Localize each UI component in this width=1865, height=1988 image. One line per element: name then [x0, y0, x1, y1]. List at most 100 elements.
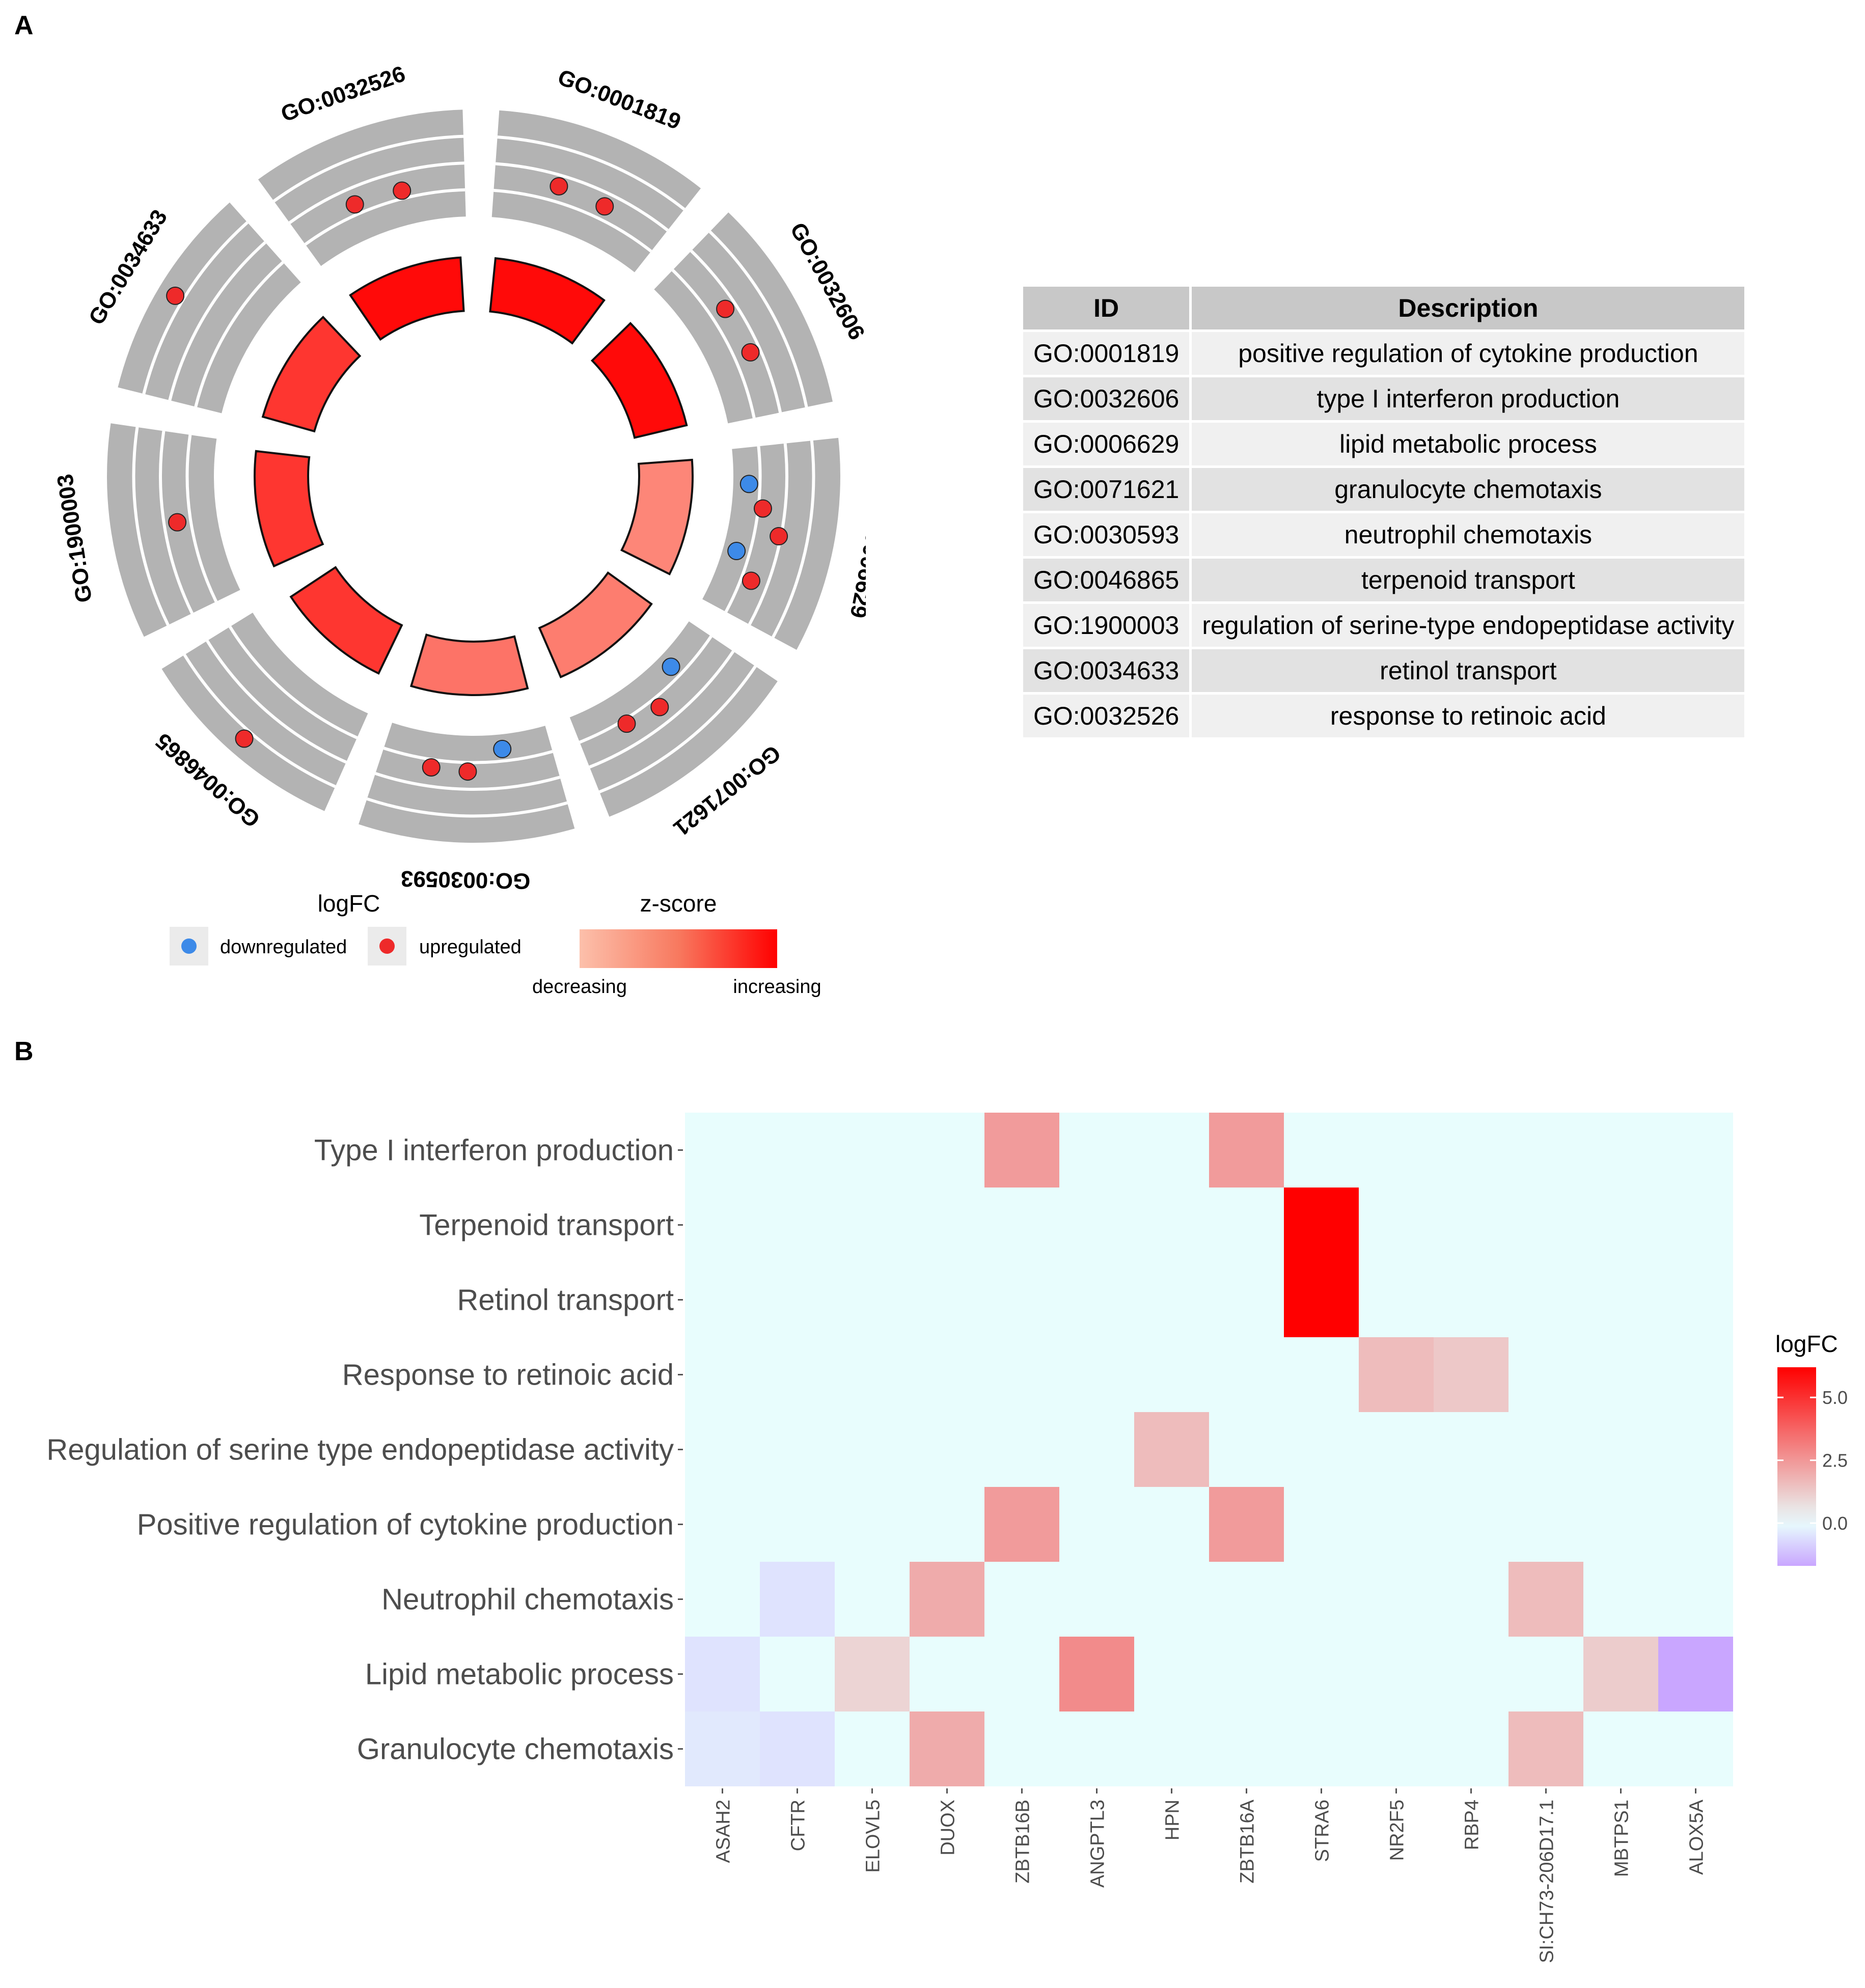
table-row: GO:0006629 lipid metabolic process: [1023, 423, 1745, 465]
x-tick-label: ZBTB16A: [1237, 1799, 1258, 1883]
y-tick-label: Type I interferon production: [314, 1134, 674, 1167]
zscore-bar: [620, 458, 694, 575]
track-gridline: [671, 269, 756, 419]
heatmap-cell: [1284, 1188, 1359, 1262]
x-tick-label: RBP4: [1462, 1800, 1483, 1850]
table-cell-description: lipid metabolic process: [1192, 423, 1745, 465]
table-cell-description: positive regulation of cytokine producti…: [1192, 332, 1745, 375]
heatmap-cell: [1658, 1637, 1733, 1711]
heatmap-cell: [1059, 1637, 1134, 1711]
x-tick-label: CFTR: [788, 1800, 809, 1851]
gene-point-up: [617, 714, 636, 733]
gene-point-up: [393, 181, 412, 200]
x-tick-label: ZBTB16B: [1012, 1800, 1034, 1884]
y-tick-label: Terpenoid transport: [419, 1209, 674, 1242]
zscore-bar: [349, 256, 465, 341]
sector-track: [258, 109, 466, 266]
table-cell-id: GO:0001819: [1023, 332, 1190, 375]
y-tick-label: Lipid metabolic process: [365, 1658, 674, 1691]
y-tick-label: Retinol transport: [457, 1284, 674, 1317]
zscore-legend-title: z-score: [640, 890, 717, 917]
table-cell-id: GO:0071621: [1023, 468, 1190, 511]
heatmap-cell: [685, 1637, 760, 1711]
table-row: GO:0032606 type I interferon production: [1023, 377, 1745, 420]
gene-point-up: [741, 343, 760, 362]
heatmap-cell: [984, 1487, 1059, 1562]
track-gridline: [495, 162, 669, 232]
heatmap-cell: [835, 1637, 910, 1711]
table-cell-id: GO:0032606: [1023, 377, 1190, 420]
track-gridline: [589, 650, 735, 769]
zscore-gradient-bar: [580, 929, 777, 968]
table-row: GO:0030593 neutrophil chemotaxis: [1023, 513, 1745, 556]
track-gridline: [288, 161, 464, 224]
table-cell-id: GO:0006629: [1023, 423, 1190, 465]
track-gridline: [598, 665, 757, 793]
y-tick-label: Regulation of serine type endopeptidase …: [46, 1433, 674, 1467]
gene-point-down: [493, 739, 512, 758]
track-gridline: [228, 626, 358, 739]
gene-point-up: [166, 286, 185, 305]
x-tick-label: NR2F5: [1387, 1800, 1408, 1861]
gene-point-up: [345, 195, 364, 214]
heatmap-cell: [1583, 1637, 1658, 1711]
table-cell-description: terpenoid transport: [1192, 559, 1745, 601]
gene-point-down: [739, 475, 758, 493]
gene-point-up: [716, 299, 735, 318]
gene-point-up: [770, 527, 788, 546]
heatmap-cell: [1209, 1113, 1284, 1188]
track-gridline: [272, 134, 464, 203]
table-cell-description: type I interferon production: [1192, 377, 1745, 420]
zscore-bar: [254, 450, 324, 568]
track-gridline: [724, 446, 762, 613]
track-gridline: [708, 230, 808, 408]
gene-point-up: [650, 698, 669, 716]
table-header-description: Description: [1192, 287, 1745, 329]
go-sector: GO:0030593: [359, 633, 575, 894]
heatmap-chart: Type I interferon production Terpenoid tr…: [46, 1113, 1848, 1963]
panel-a-label: A: [14, 11, 34, 40]
go-sector: GO:0006629: [620, 437, 866, 650]
circle-layer: GO:0001819GO:0032606GO:0006629GO:0071621…: [52, 61, 866, 893]
heatmap-cell: [685, 1711, 760, 1786]
table-row: GO:0046865 terpenoid transport: [1023, 559, 1745, 601]
table-header-id: ID: [1023, 287, 1190, 329]
table-cell-description: retinol transport: [1192, 649, 1745, 692]
zscore-bar: [538, 571, 653, 679]
track-gridline: [194, 261, 284, 407]
x-tick-label: ANGPTL3: [1087, 1800, 1109, 1888]
heatmap-cell: [1509, 1562, 1583, 1637]
track-gridline: [493, 188, 652, 253]
table-cell-id: GO:1900003: [1023, 604, 1190, 647]
y-tick-label: Response to retinoic acid: [342, 1359, 674, 1392]
gene-point-up: [422, 758, 441, 777]
sector-label: GO:1900003: [52, 473, 97, 604]
table-cell-description: neutrophil chemotaxis: [1192, 513, 1745, 556]
table-row: GO:0071621 granulocyte chemotaxis: [1023, 468, 1745, 511]
go-sector: GO:1900003: [52, 423, 324, 637]
go-circle-plot: GO:0001819GO:0032606GO:0006629GO:0071621…: [52, 61, 866, 998]
logfc-legend-title: logFC: [318, 890, 380, 917]
heatmap-cell: [910, 1711, 984, 1786]
sector-label: GO:0032526: [278, 61, 408, 127]
sector-track: [702, 437, 840, 650]
gene-point-up: [168, 513, 187, 532]
heatmap-cell: [1359, 1337, 1434, 1412]
go-sector: GO:0032526: [258, 61, 466, 341]
table-cell-description: granulocyte chemotaxis: [1192, 468, 1745, 511]
heatmap-legend-bar: [1777, 1367, 1816, 1566]
heatmap-cell: [760, 1562, 835, 1637]
x-tick-label: ELOVL5: [863, 1800, 884, 1873]
x-tick-label: ALOX5A: [1686, 1799, 1708, 1875]
track-gridline: [132, 427, 170, 626]
zscore-bar: [289, 566, 403, 675]
x-tick-label: DUOX: [938, 1800, 959, 1856]
track-gridline: [772, 440, 815, 638]
y-tick-label: Neutrophil chemotaxis: [381, 1583, 674, 1616]
sector-track: [161, 613, 368, 811]
legend-tick-label: 5.0: [1822, 1387, 1848, 1408]
x-tick-label: HPN: [1162, 1800, 1184, 1840]
heatmap-cell: [1434, 1337, 1509, 1412]
track-gridline: [366, 797, 568, 818]
heatmap-cell: [910, 1562, 984, 1637]
